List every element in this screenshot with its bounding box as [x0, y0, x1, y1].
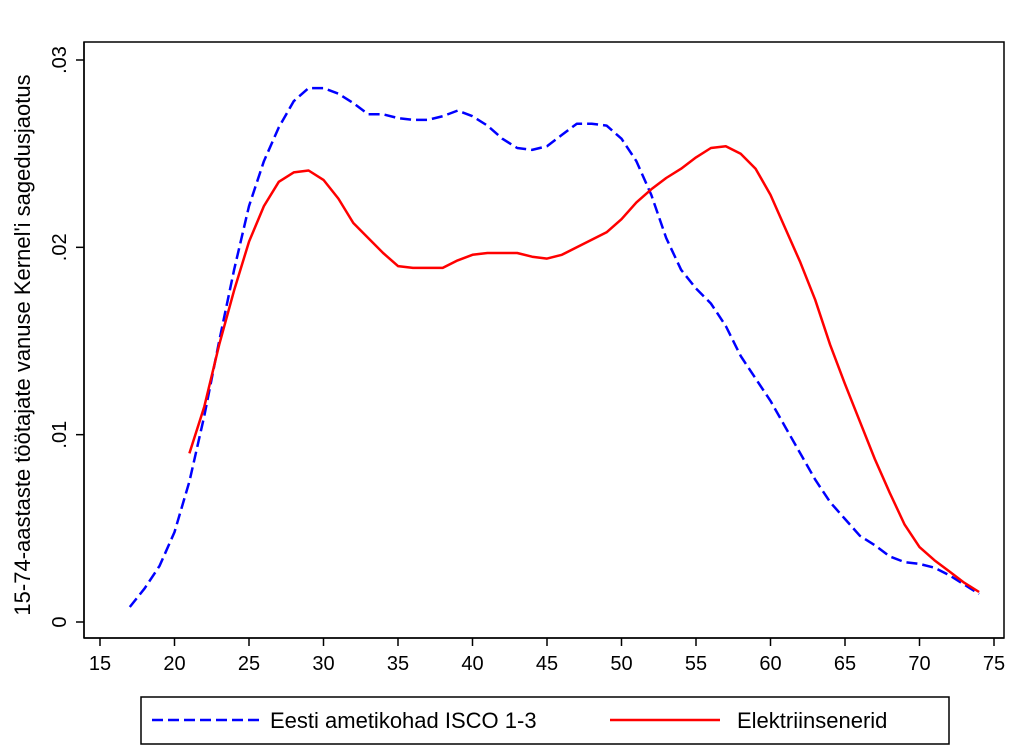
legend-label-1: Eesti ametikohad ISCO 1-3	[270, 708, 537, 733]
x-tick-label: 50	[610, 653, 632, 675]
x-ticks: 15 20 25 30 35 40 45 50 55 60 65 70 75	[89, 638, 1005, 675]
x-tick-label: 70	[908, 653, 930, 675]
y-tick-label: .03	[49, 46, 71, 74]
y-axis: 0 .01 .02 .03 15-74-aastaste töötajate vanu…	[10, 42, 85, 638]
y-tick-label: 0	[49, 616, 71, 627]
series-line-2	[188, 144, 980, 594]
x-tick-label: 55	[685, 653, 707, 675]
x-tick-label: 25	[238, 653, 260, 675]
legend-items: Eesti ametikohad ISCO 1-3 Elektriinseneri…	[152, 708, 887, 733]
legend-box	[140, 696, 950, 745]
series-line-1	[128, 86, 980, 608]
legend-label-2: Elektriinsenerid	[737, 708, 887, 733]
y-ticks: 0 .01 .02 .03	[49, 46, 84, 628]
x-tick-label: 15	[89, 653, 111, 675]
plot-frame	[83, 41, 1005, 639]
series-layer	[128, 86, 980, 608]
x-tick-label: 30	[312, 653, 334, 675]
x-tick-label: 40	[461, 653, 483, 675]
plot-area	[83, 41, 1005, 639]
y-tick-label: .02	[49, 233, 71, 261]
x-tick-label: 45	[536, 653, 558, 675]
y-tick-label: .01	[49, 421, 71, 449]
legend: Eesti ametikohad ISCO 1-3 Elektriinseneri…	[140, 696, 950, 745]
x-tick-label: 20	[163, 653, 185, 675]
x-tick-label: 35	[387, 653, 409, 675]
x-tick-label: 75	[983, 653, 1005, 675]
x-tick-label: 65	[834, 653, 856, 675]
x-axis: 15 20 25 30 35 40 45 50 55 60 65 70 75	[84, 637, 1005, 675]
y-axis-label: 15-74-aastaste töötajate vanuse Kernel'i…	[10, 74, 35, 615]
x-tick-label: 60	[759, 653, 781, 675]
